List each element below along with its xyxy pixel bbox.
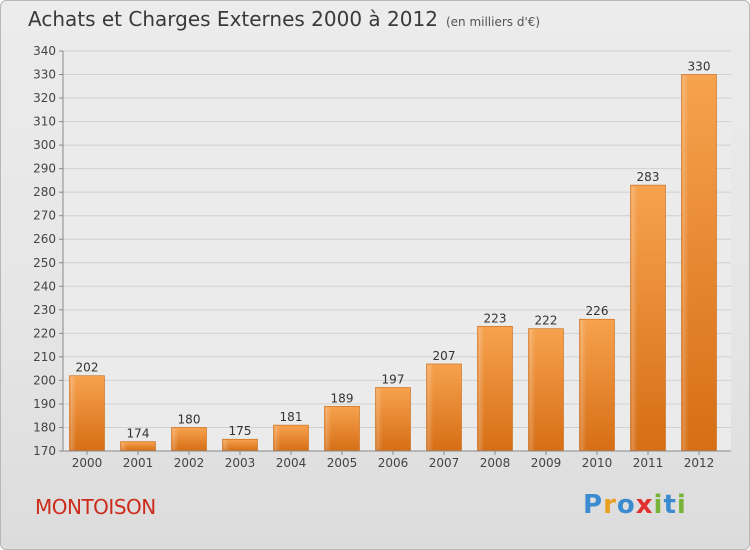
- bar-highlight: [326, 407, 332, 450]
- y-tick-label: 200: [33, 373, 56, 387]
- bar-highlight: [530, 330, 536, 450]
- bar-value-label: 175: [229, 424, 252, 438]
- y-tick-label: 280: [33, 185, 56, 199]
- y-tick-label: 240: [33, 279, 56, 293]
- bar-highlight: [377, 388, 383, 450]
- bar-highlight: [122, 443, 128, 450]
- bar-value-label: 283: [637, 170, 660, 184]
- bar-highlight: [683, 76, 689, 450]
- y-tick-label: 290: [33, 162, 56, 176]
- bar-value-label: 207: [433, 349, 456, 363]
- logo-letter: r: [603, 490, 617, 520]
- bar-highlight: [632, 186, 638, 450]
- x-tick-label: 2001: [123, 456, 154, 470]
- chart-frame: Achats et Charges Externes 2000 à 2012 (e…: [0, 0, 750, 550]
- x-tick-label: 2011: [633, 456, 664, 470]
- bar-value-label: 330: [688, 60, 711, 74]
- y-tick-label: 270: [33, 209, 56, 223]
- bar-value-label: 180: [178, 412, 201, 426]
- y-tick-label: 250: [33, 256, 56, 270]
- x-axis: 2000 2001 2002 2003 2004 2005 2006 2007 2008 2009…: [63, 451, 731, 470]
- logo-letter: t: [663, 490, 676, 520]
- bar-value-label: 226: [586, 304, 609, 318]
- logo-letter: o: [617, 490, 636, 520]
- y-tick-label: 170: [33, 444, 56, 458]
- bar-chart: 170 180 190 200 210 220 230 240 250 260 270 280 290 3…: [1, 1, 750, 550]
- x-tick-label: 2000: [72, 456, 103, 470]
- logo-letter: P: [583, 490, 603, 520]
- bar-value-label: 223: [484, 311, 507, 325]
- bar-value-label: 174: [127, 427, 150, 441]
- logo-letter: i: [654, 490, 664, 520]
- logo-letter: i: [677, 490, 687, 520]
- bar-value-label: 222: [535, 314, 558, 328]
- y-tick-label: 220: [33, 326, 56, 340]
- y-tick-label: 230: [33, 303, 56, 317]
- x-tick-label: 2005: [327, 456, 358, 470]
- x-tick-label: 2003: [225, 456, 256, 470]
- y-tick-label: 320: [33, 91, 56, 105]
- x-tick-label: 2007: [429, 456, 460, 470]
- y-tick-label: 190: [33, 397, 56, 411]
- y-tick-label: 260: [33, 232, 56, 246]
- x-tick-label: 2004: [276, 456, 307, 470]
- bar-highlight: [428, 365, 434, 450]
- bar-highlight: [173, 428, 179, 450]
- bar-value-label: 181: [280, 410, 303, 424]
- bar-value-label: 202: [76, 361, 99, 375]
- town-name: MONTOISON: [35, 495, 156, 519]
- y-tick-label: 310: [33, 115, 56, 129]
- bar-highlight: [479, 327, 485, 450]
- x-tick-label: 2012: [684, 456, 715, 470]
- x-tick-label: 2008: [480, 456, 511, 470]
- proxiti-logo: Proxiti: [583, 490, 687, 520]
- x-tick-label: 2010: [582, 456, 613, 470]
- bar-highlight: [275, 426, 281, 450]
- y-tick-label: 330: [33, 68, 56, 82]
- bar-highlight: [224, 440, 230, 450]
- y-tick-label: 210: [33, 350, 56, 364]
- x-tick-label: 2006: [378, 456, 409, 470]
- y-tick-label: 180: [33, 420, 56, 434]
- y-tick-label: 340: [33, 44, 56, 58]
- x-tick-label: 2002: [174, 456, 205, 470]
- y-axis: 170 180 190 200 210 220 230 240 250 260 270 280 290 3…: [33, 44, 63, 458]
- logo-letter: x: [636, 490, 654, 520]
- bar-highlight: [71, 377, 77, 450]
- x-tick-label: 2009: [531, 456, 562, 470]
- bar-value-label: 189: [331, 391, 354, 405]
- bar-highlight: [581, 320, 587, 450]
- y-tick-label: 300: [33, 138, 56, 152]
- bar-value-label: 197: [382, 372, 405, 386]
